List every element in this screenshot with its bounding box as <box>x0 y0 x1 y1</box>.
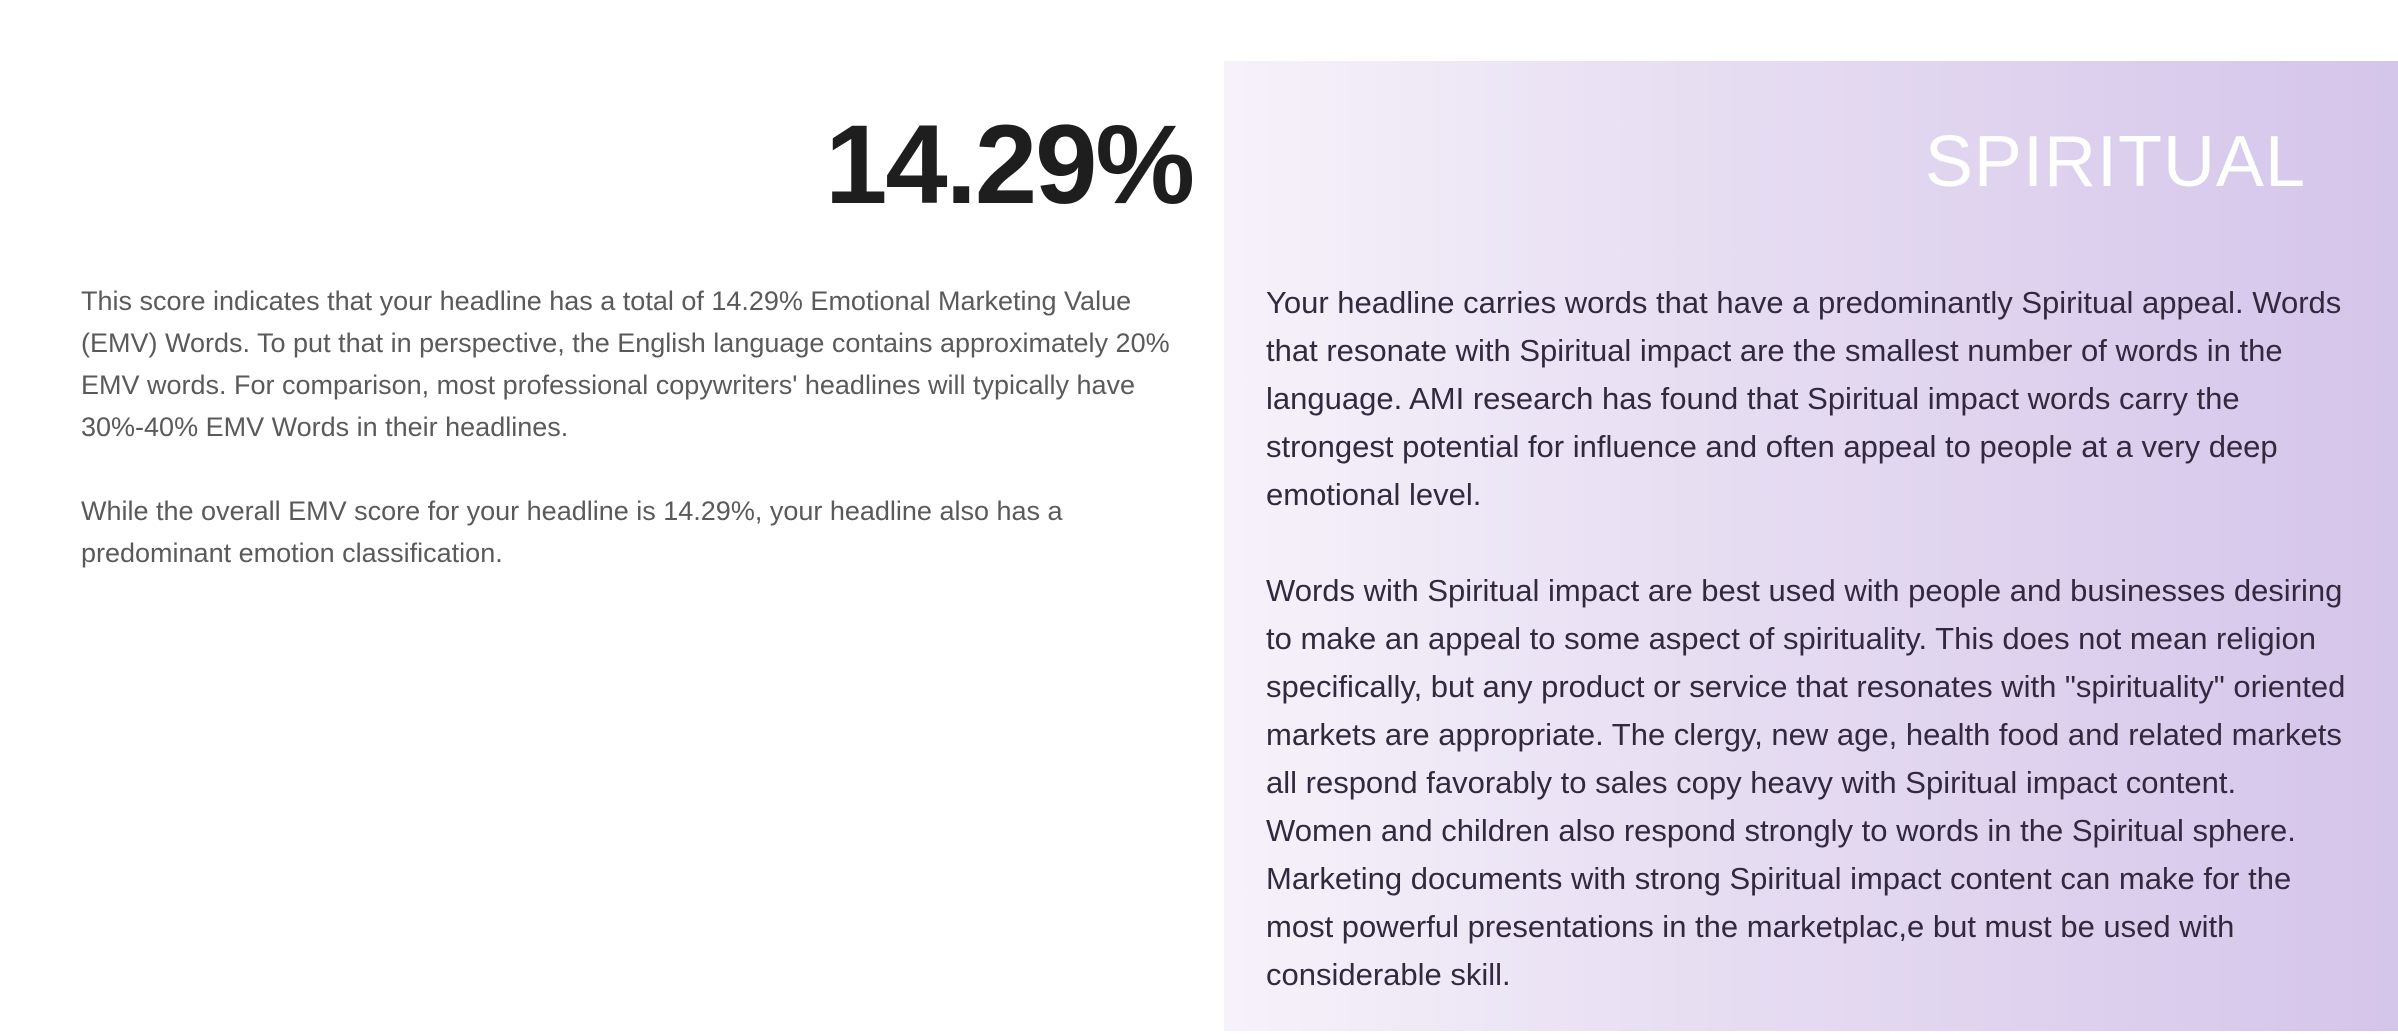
paragraph: Your headline carries words that have a … <box>1266 285 2342 512</box>
paragraph: This score indicates that your headline … <box>81 286 1170 442</box>
paragraph: Words with Spiritual impact are best use… <box>1266 573 2346 992</box>
score-description: This score indicates that your headline … <box>81 280 1186 616</box>
emotion-panel: SPIRITUAL Your headline carries words th… <box>1224 61 2398 1031</box>
emotion-description: Your headline carries words that have a … <box>1266 279 2346 1034</box>
paragraph: While the overall EMV score for your hea… <box>81 496 1063 568</box>
score: 14.29% <box>825 102 1195 227</box>
emotion-label: SPIRITUAL <box>1924 122 2306 202</box>
